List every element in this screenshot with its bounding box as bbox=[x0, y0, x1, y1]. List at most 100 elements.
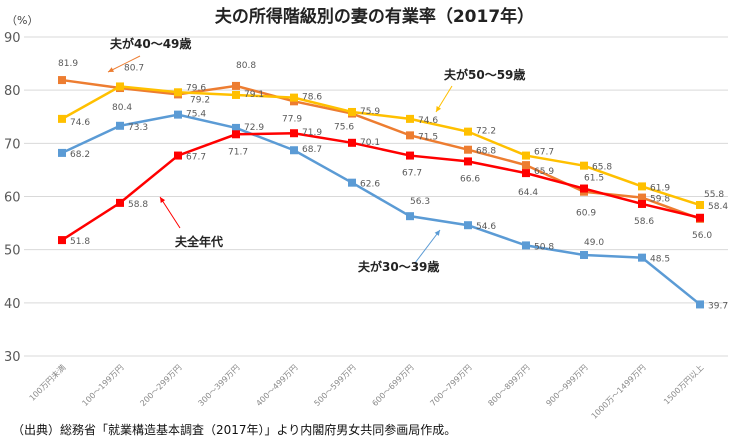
data-point bbox=[348, 107, 356, 116]
data-point bbox=[58, 76, 66, 85]
x-tick-label: 100～199万円 bbox=[80, 363, 125, 408]
data-label: 68.8 bbox=[476, 147, 496, 157]
data-point bbox=[464, 221, 472, 230]
y-axis-unit: （%） bbox=[6, 14, 39, 27]
y-tick-label: 70 bbox=[4, 137, 21, 152]
arrowhead-icon bbox=[160, 197, 166, 203]
data-point bbox=[406, 131, 414, 140]
data-label: 59.8 bbox=[650, 195, 670, 205]
data-point bbox=[116, 82, 124, 91]
data-point bbox=[696, 201, 704, 210]
series-annotation: 夫が30～39歳 bbox=[357, 259, 439, 274]
annotation-arrow bbox=[159, 196, 181, 229]
data-label: 72.9 bbox=[244, 123, 264, 133]
data-point bbox=[58, 236, 66, 245]
data-point bbox=[580, 184, 588, 193]
data-label: 71.9 bbox=[302, 128, 322, 138]
chart-title: 夫の所得階級別の妻の有業率（2017年） bbox=[214, 7, 535, 27]
data-label: 51.8 bbox=[70, 237, 90, 247]
data-label: 58.8 bbox=[128, 200, 148, 210]
data-point bbox=[348, 178, 356, 187]
data-point bbox=[696, 300, 704, 309]
data-point bbox=[464, 145, 472, 154]
x-tick-label: 900～999万円 bbox=[544, 363, 589, 408]
data-label: 68.2 bbox=[70, 150, 90, 160]
data-label: 80.4 bbox=[112, 103, 132, 113]
data-point bbox=[174, 88, 182, 97]
x-tick-label: 400～499万円 bbox=[254, 363, 299, 408]
data-label: 80.8 bbox=[236, 61, 256, 71]
source-note: （出典）総務省「就業構造基本調査（2017年）」より内閣府男女共同参画局作成。 bbox=[12, 423, 457, 437]
series-annotation: 夫が50～59歳 bbox=[443, 67, 525, 82]
data-label: 65.8 bbox=[592, 163, 612, 173]
data-point bbox=[406, 212, 414, 221]
data-label: 75.9 bbox=[360, 107, 380, 117]
series-annotation: 夫全年代 bbox=[174, 234, 223, 249]
data-label: 67.7 bbox=[402, 169, 422, 179]
data-point bbox=[232, 90, 240, 99]
data-label: 74.6 bbox=[418, 116, 438, 126]
data-point bbox=[58, 114, 66, 123]
data-point bbox=[522, 169, 530, 178]
data-point bbox=[580, 250, 588, 259]
series-line bbox=[61, 78, 701, 221]
data-label: 64.4 bbox=[518, 188, 538, 198]
y-tick-label: 60 bbox=[4, 191, 21, 206]
series-annotation: 夫が40～49歳 bbox=[109, 36, 191, 51]
data-label: 71.5 bbox=[418, 132, 438, 142]
data-point bbox=[116, 198, 124, 207]
data-label: 54.6 bbox=[476, 222, 496, 232]
data-point bbox=[232, 81, 240, 90]
data-label: 66.6 bbox=[460, 174, 480, 184]
series-line bbox=[61, 113, 701, 306]
data-label: 71.7 bbox=[228, 147, 248, 157]
data-point bbox=[174, 110, 182, 119]
data-label: 61.9 bbox=[650, 183, 670, 193]
data-point bbox=[696, 213, 704, 222]
data-label: 72.2 bbox=[476, 127, 496, 137]
x-tick-label: 600～699万円 bbox=[370, 363, 415, 408]
data-point bbox=[522, 161, 530, 170]
data-label: 58.4 bbox=[708, 202, 728, 212]
annotation-arrow bbox=[414, 229, 441, 264]
data-point bbox=[638, 182, 646, 191]
x-tick-label: 1500万円以上 bbox=[662, 363, 705, 406]
data-label: 77.9 bbox=[282, 114, 302, 124]
data-point bbox=[464, 157, 472, 166]
x-tick-label: 300～399万円 bbox=[196, 363, 241, 408]
data-label: 55.8 bbox=[704, 190, 724, 200]
series-line bbox=[61, 85, 701, 207]
data-label: 79.2 bbox=[190, 95, 210, 105]
x-tick-label: 700～799万円 bbox=[428, 363, 473, 408]
y-tick-label: 50 bbox=[4, 244, 21, 259]
data-point bbox=[522, 241, 530, 250]
arrowhead-icon bbox=[434, 230, 440, 236]
data-label: 68.7 bbox=[302, 145, 322, 155]
data-label: 74.6 bbox=[70, 118, 90, 128]
data-label: 75.4 bbox=[186, 110, 206, 120]
data-point bbox=[638, 193, 646, 202]
x-tick-label: 100万円未満 bbox=[27, 362, 68, 403]
x-tick-label: 200～299万円 bbox=[138, 363, 183, 408]
arrowhead-icon bbox=[436, 106, 442, 112]
data-label: 67.7 bbox=[534, 148, 554, 158]
data-label: 62.6 bbox=[360, 180, 380, 190]
data-label: 79.6 bbox=[186, 83, 206, 93]
data-label: 50.8 bbox=[534, 242, 554, 252]
data-point bbox=[406, 151, 414, 160]
data-label: 79.1 bbox=[244, 90, 264, 100]
annotation-arrow bbox=[107, 55, 141, 73]
data-point bbox=[290, 146, 298, 155]
data-point bbox=[58, 148, 66, 157]
data-label: 67.7 bbox=[186, 153, 206, 163]
data-point bbox=[580, 161, 588, 170]
series-line bbox=[61, 131, 701, 242]
data-point bbox=[290, 93, 298, 102]
data-point bbox=[232, 130, 240, 139]
y-tick-label: 90 bbox=[4, 31, 21, 46]
data-point bbox=[638, 253, 646, 262]
arrowhead-icon bbox=[108, 67, 114, 72]
data-point bbox=[232, 123, 240, 132]
